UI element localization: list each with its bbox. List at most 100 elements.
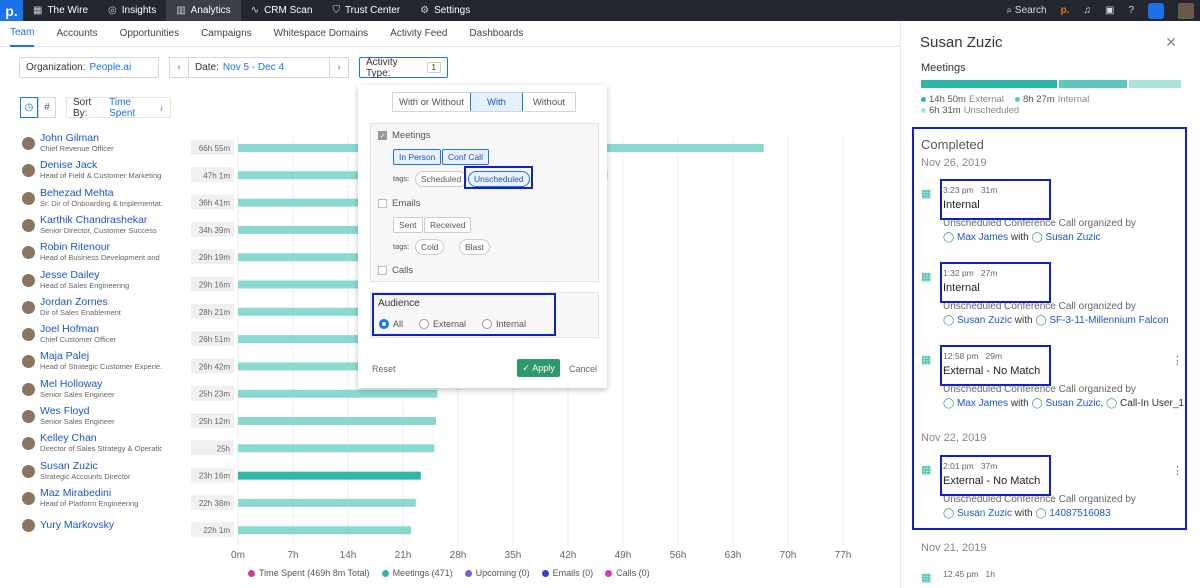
person-name[interactable]: Kelley Chan (40, 432, 97, 445)
brand-p-icon[interactable]: p. (1060, 5, 1070, 16)
tab-team[interactable]: Team (10, 21, 35, 47)
person-name[interactable]: Behezad Mehta (40, 186, 114, 199)
person-name[interactable]: Susan Zuzic (40, 459, 98, 472)
nav-insights[interactable]: ◎ Insights (108, 5, 157, 16)
audience-external-radio[interactable]: External (419, 319, 466, 329)
person-row[interactable]: Jordan Zornes Dir of Sales Enablement (22, 294, 121, 321)
date-prev-button[interactable]: ‹ (169, 57, 189, 78)
legend-item[interactable]: Upcoming (0) (464, 568, 530, 578)
sort-by-select[interactable]: Sort By: Time Spent ↓ (66, 97, 171, 119)
search-button[interactable]: ⌕ Search (1006, 5, 1047, 16)
person-name[interactable]: Jordan Zornes (40, 295, 108, 308)
person-name[interactable]: Jesse Dailey (40, 268, 100, 281)
bar[interactable] (238, 471, 421, 480)
peopleai-logo[interactable]: p. (0, 0, 23, 21)
person-row[interactable]: Denise Jack Head of Field & Customer Mark… (22, 157, 161, 184)
nav-crm-scan[interactable]: ∿ CRM Scan (250, 5, 313, 16)
person-row[interactable]: John Gilman Chief Revenue Officer (22, 130, 114, 157)
person-row[interactable]: Kelley Chan Director of Sales Strategy & … (22, 430, 162, 457)
legend-item[interactable]: Calls (0) (605, 568, 650, 578)
received-button[interactable]: Received (424, 217, 472, 233)
person-row[interactable]: Joel Hofman Chief Customer Officer (22, 321, 116, 348)
user-avatar[interactable] (1178, 2, 1194, 19)
in-person-button[interactable]: In Person (393, 149, 442, 165)
person-name[interactable]: Karthik Chandrashekar (40, 213, 148, 226)
person-row[interactable]: Robin Ritenour Head of Business Developme… (22, 239, 162, 266)
person-row[interactable]: Karthik Chandrashekar Senior Director, Cu… (22, 212, 157, 239)
organization-filter[interactable]: Organization: People.ai (19, 57, 159, 78)
with-option[interactable]: With (469, 93, 523, 111)
with-or-without-option[interactable]: With or Without (399, 96, 464, 108)
participant-link[interactable]: Max James (956, 232, 1009, 243)
participant-link[interactable]: SF-3-11-Millennium Falcon (1049, 315, 1169, 326)
person-row[interactable]: Mel Holloway Senior Sales Engineer (22, 376, 115, 403)
person-row[interactable]: Yury Markovsky (22, 512, 114, 539)
person-name[interactable]: Joel Hofman (40, 323, 99, 336)
unscheduled-tag[interactable]: Unscheduled (468, 171, 530, 187)
bar[interactable] (238, 498, 416, 507)
tab-accounts[interactable]: Accounts (56, 28, 98, 39)
count-view-icon[interactable]: # (38, 97, 56, 118)
scheduled-tag[interactable]: Scheduled (415, 171, 468, 187)
activity-card[interactable]: ▦ 3:23 pm 31m Internal Unscheduled Conferen… (921, 185, 1136, 243)
person-row[interactable]: Behezad Mehta Sr. Dir of Onboarding & Imp… (22, 185, 162, 212)
participant-link[interactable]: 14087516083 (1049, 508, 1111, 519)
without-option[interactable]: Without (532, 96, 566, 108)
help-icon[interactable]: ? (1128, 5, 1134, 16)
bar[interactable] (238, 526, 412, 535)
person-row[interactable]: Maja Palej Head of Strategic Customer Exp… (22, 348, 162, 375)
activity-card[interactable]: ▦ 2:01 pm 37m External - No Match Unschedul… (921, 461, 1183, 519)
gift-icon[interactable]: ▣ (1104, 5, 1115, 16)
legend-item[interactable]: Emails (0) (541, 568, 593, 578)
more-options-icon[interactable]: ⋮ (1172, 355, 1183, 367)
close-icon[interactable]: ✕ (1165, 34, 1177, 50)
meetings-checkbox[interactable]: ✓ Meetings (378, 130, 431, 141)
participant-link[interactable]: Max James (956, 398, 1009, 409)
clock-view-icon[interactable]: ◷ (20, 97, 38, 118)
tab-whitespace-domains[interactable]: Whitespace Domains (273, 28, 369, 39)
person-row[interactable]: Maz Mirabedini Head of Platform Engineeri… (22, 485, 138, 512)
person-name[interactable]: Mel Holloway (40, 377, 103, 390)
blast-tag[interactable]: Blast (459, 239, 490, 255)
nav-analytics[interactable]: ▥ Analytics (166, 0, 241, 21)
activity-type-filter[interactable]: Activity Type: 1 (359, 57, 448, 79)
person-name[interactable]: Wes Floyd (40, 405, 90, 417)
chat-button[interactable] (1148, 2, 1164, 19)
legend-item[interactable]: Time Spent (469h 8m Total) (248, 568, 370, 578)
person-name[interactable]: Robin Ritenour (40, 241, 111, 254)
date-next-button[interactable]: › (329, 57, 349, 78)
cold-tag[interactable]: Cold (415, 239, 445, 255)
tab-dashboards[interactable]: Dashboards (469, 28, 524, 39)
person-row[interactable]: Wes Floyd Senior Sales Engineer (22, 403, 115, 430)
date-filter[interactable]: Date: Nov 5 - Dec 4 (189, 57, 329, 78)
person-name[interactable]: John Gilman (40, 132, 99, 144)
nav-settings[interactable]: ⚙ Settings (420, 5, 471, 16)
audience-internal-radio[interactable]: Internal (482, 319, 526, 329)
bar[interactable] (238, 417, 436, 425)
bar[interactable] (238, 389, 438, 398)
participant-link[interactable]: Susan Zuzic (1045, 232, 1101, 243)
participant-link[interactable]: Susan Zuzic (956, 508, 1013, 519)
reset-button[interactable]: Reset (372, 364, 396, 374)
person-name[interactable]: Maz Mirabedini (40, 486, 112, 499)
tab-campaigns[interactable]: Campaigns (201, 28, 252, 39)
nav-the-wire[interactable]: ▦ The Wire (33, 5, 89, 16)
bar[interactable] (238, 444, 435, 453)
tab-activity-feed[interactable]: Activity Feed (390, 28, 448, 39)
person-row[interactable]: Jesse Dailey Head of Sales Engineering (22, 267, 129, 294)
legend-item[interactable]: Meetings (471) (381, 568, 453, 578)
person-name[interactable]: Denise Jack (40, 159, 98, 172)
activity-card[interactable]: ▦ 12:58 pm 29m External - No Match Unschedu… (921, 351, 1184, 409)
cancel-button[interactable]: Cancel (569, 364, 598, 374)
person-name[interactable]: Yury Markovsky (40, 519, 115, 532)
tab-opportunities[interactable]: Opportunities (119, 28, 180, 39)
person-name[interactable]: Maja Palej (40, 350, 90, 363)
activity-card[interactable]: ▦ 1:32 pm 27m Internal Unscheduled Conferen… (921, 268, 1169, 326)
sent-button[interactable]: Sent (393, 217, 423, 233)
nav-trust-center[interactable]: ⛉ Trust Center (332, 5, 401, 16)
emails-checkbox[interactable]: Emails (378, 198, 421, 209)
participant-link[interactable]: Susan Zuzic (956, 315, 1013, 326)
apply-button[interactable]: ✓ Apply (517, 359, 560, 377)
bell-icon[interactable]: ♫ (1083, 5, 1091, 16)
conf-call-button[interactable]: Conf Call (442, 149, 489, 165)
